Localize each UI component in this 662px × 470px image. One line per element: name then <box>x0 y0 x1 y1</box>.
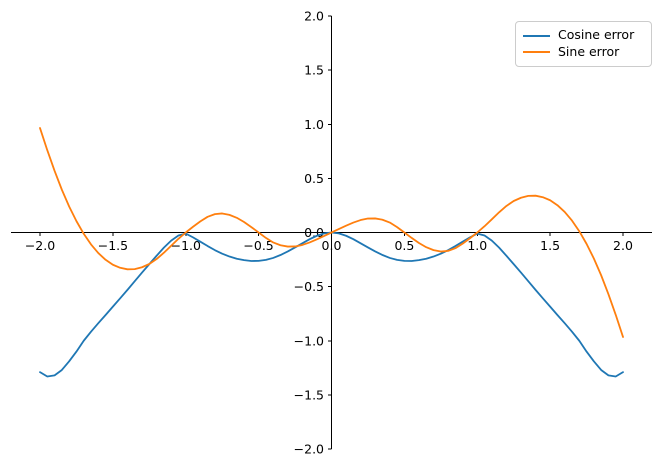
y-tick-label: 0.0 <box>304 225 324 240</box>
legend-item-label: Cosine error <box>558 27 635 43</box>
sine-error-curve <box>39 127 624 338</box>
x-tick-label: 0.5 <box>394 238 414 253</box>
legend-item-sine-error: Sine error <box>523 46 645 59</box>
y-tick-label: 0.5 <box>304 171 324 186</box>
legend-item-label: Sine error <box>558 44 620 60</box>
x-tick-label: 1.0 <box>467 238 487 253</box>
x-tick-label: −1.0 <box>171 238 201 253</box>
y-tick-label: 1.0 <box>304 117 324 132</box>
x-tick-label: −2.0 <box>25 238 55 253</box>
y-tick-label: −1.0 <box>294 333 324 348</box>
legend-line-swatch <box>523 34 550 37</box>
x-tick-label: −1.5 <box>98 238 128 253</box>
y-tick-label: −1.5 <box>294 387 324 402</box>
x-tick-label: 2.0 <box>613 238 633 253</box>
x-tick-label: 0.0 <box>322 238 342 253</box>
legend-line-swatch <box>523 51 550 54</box>
y-tick-label: 2.0 <box>304 9 324 24</box>
legend-item-cosine-error: Cosine error <box>523 29 645 42</box>
y-tick-label: −0.5 <box>294 279 324 294</box>
legend: Cosine error Sine error <box>515 21 652 67</box>
x-tick-label: −0.5 <box>243 238 273 253</box>
x-tick-label: 1.5 <box>540 238 560 253</box>
y-tick-label: −2.0 <box>294 442 324 457</box>
y-tick-label: 1.5 <box>304 63 324 78</box>
